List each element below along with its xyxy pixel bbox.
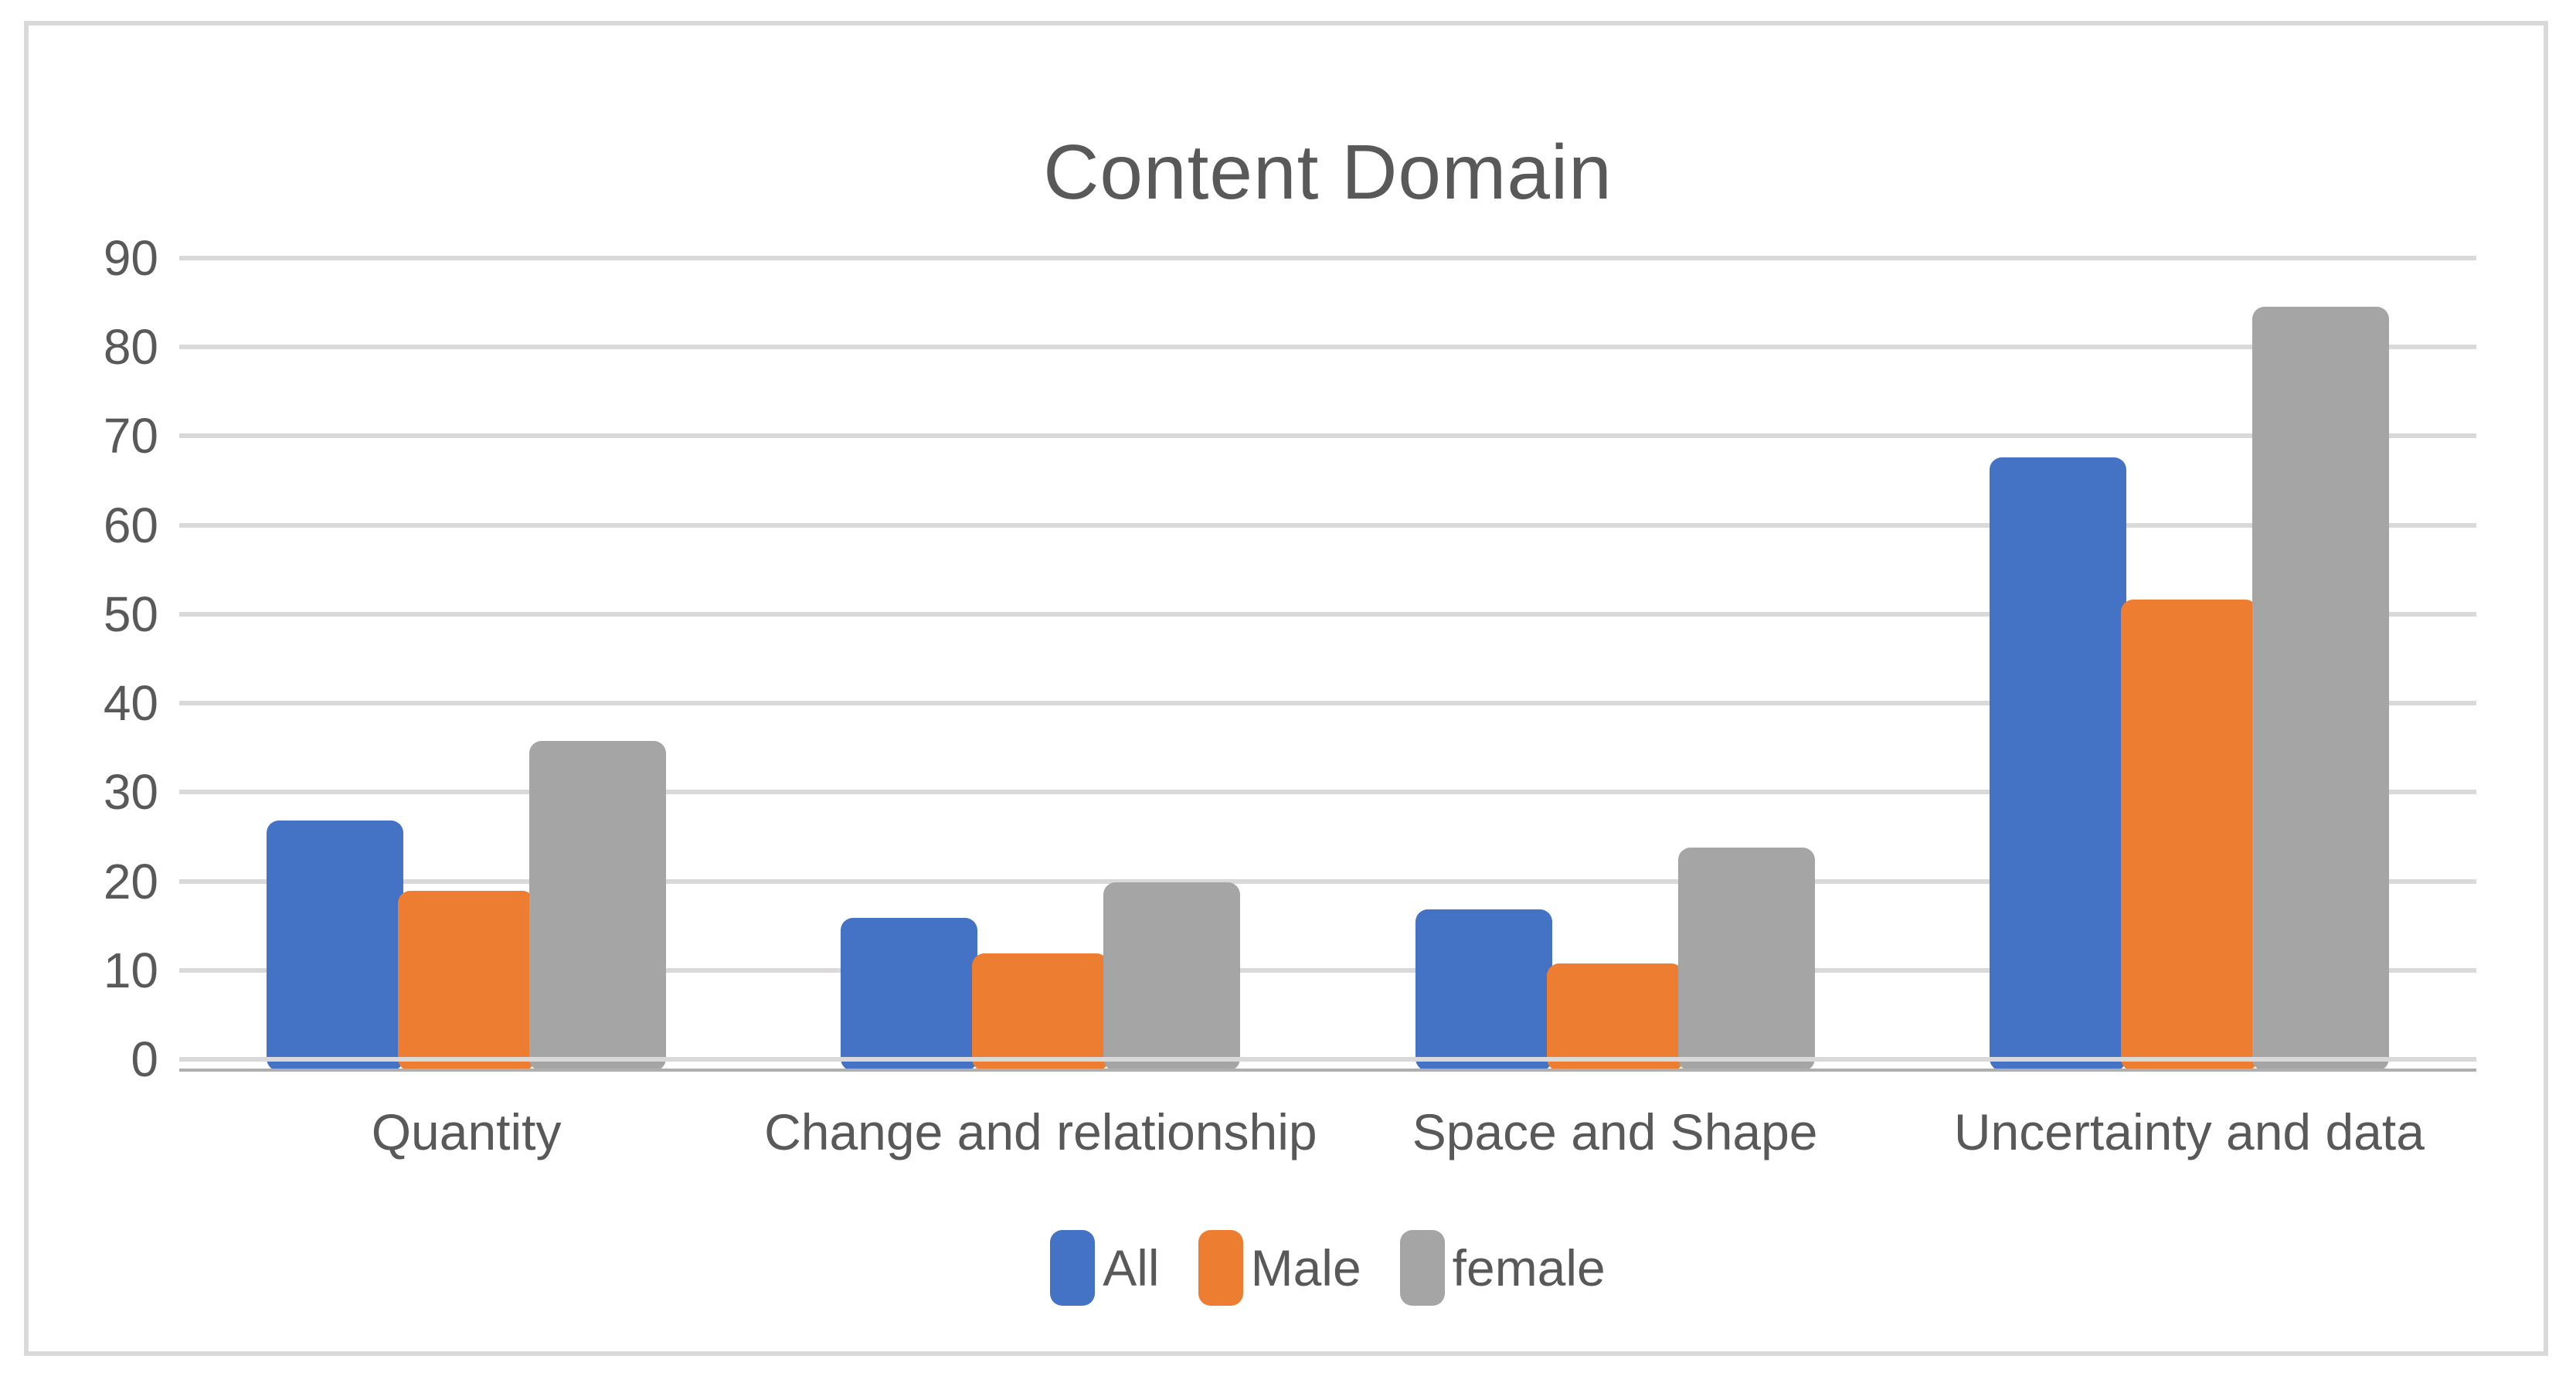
bar-male-change-and-relationship	[972, 953, 1110, 1071]
y-axis-tick-0: 0	[131, 1031, 158, 1087]
x-axis-line	[179, 1069, 2476, 1072]
bar-female-space-and-shape	[1677, 847, 1815, 1071]
bar-all-change-and-relationship	[841, 917, 978, 1071]
legend-item-male: Male	[1198, 1230, 1361, 1306]
gridline-80	[179, 345, 2476, 350]
y-axis-tick-40: 40	[103, 675, 158, 732]
gridline-30	[179, 790, 2476, 795]
bar-male-quantity	[398, 891, 535, 1071]
bar-male-uncertainty-and-data	[2120, 600, 2258, 1071]
gridline-0	[179, 1057, 2476, 1062]
bar-male-space-and-shape	[1546, 963, 1684, 1071]
legend-label-male: Male	[1250, 1239, 1361, 1296]
chart-title: Content Domain	[1043, 129, 1613, 216]
bar-female-uncertainty-and-data	[2251, 307, 2389, 1071]
bar-all-quantity	[267, 821, 404, 1071]
gridline-10	[179, 967, 2476, 973]
bar-all-space-and-shape	[1415, 909, 1552, 1071]
legend-label-all: All	[1103, 1239, 1160, 1296]
y-axis-tick-60: 60	[103, 497, 158, 553]
y-axis-tick-20: 20	[103, 853, 158, 909]
y-axis-tick-70: 70	[103, 408, 158, 464]
bar-female-quantity	[529, 740, 667, 1071]
x-axis-category-label: Quantity	[371, 1103, 562, 1160]
gridline-50	[179, 611, 2476, 617]
chart-legend: All Male female	[179, 1230, 2476, 1306]
bar-female-change-and-relationship	[1103, 882, 1241, 1071]
gridline-60	[179, 522, 2476, 528]
bar-all-uncertainty-and-data	[1989, 457, 2126, 1071]
gridline-20	[179, 878, 2476, 884]
x-axis-category-label: Uncertainty and data	[1953, 1103, 2425, 1160]
gridline-70	[179, 433, 2476, 439]
x-axis-category-label: Space and Shape	[1412, 1103, 1818, 1160]
y-axis-tick-30: 30	[103, 764, 158, 821]
legend-swatch-male	[1198, 1230, 1243, 1306]
y-axis-tick-50: 50	[103, 586, 158, 642]
legend-swatch-female	[1399, 1230, 1445, 1306]
y-axis-tick-10: 10	[103, 942, 158, 998]
x-axis-category-label: Change and relationship	[764, 1103, 1317, 1160]
legend-item-all: All	[1050, 1230, 1160, 1306]
legend-swatch-all	[1050, 1230, 1096, 1306]
legend-item-female: female	[1399, 1230, 1606, 1306]
legend-label-female: female	[1452, 1239, 1606, 1296]
y-axis-tick-90: 90	[103, 230, 158, 286]
gridline-40	[179, 701, 2476, 706]
y-axis-tick-80: 80	[103, 319, 158, 375]
gridline-90	[179, 256, 2476, 260]
